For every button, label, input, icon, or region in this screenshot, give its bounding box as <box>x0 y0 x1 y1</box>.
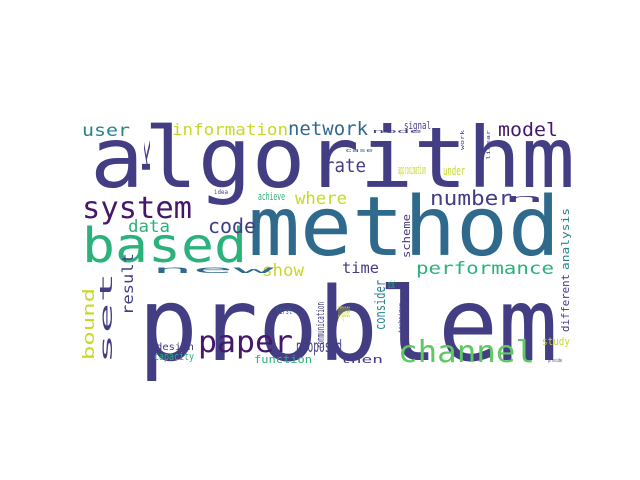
word-provide: communication <box>314 302 327 348</box>
word-linear: work <box>460 130 466 150</box>
word-new: under <box>443 164 465 178</box>
word-capacity: different <box>559 274 572 332</box>
word-result: capacity <box>154 350 194 363</box>
word-scheme: then <box>340 353 383 366</box>
word-show: show <box>262 261 305 281</box>
word-technique: linear <box>486 130 492 160</box>
word-idea: approximation <box>398 163 426 177</box>
word-n: propose <box>338 300 350 322</box>
word-based: based <box>82 218 247 274</box>
word-number: number <box>430 186 512 210</box>
word-problem: problem <box>138 266 558 385</box>
word-system: system <box>82 191 192 226</box>
word-signal: proposed <box>296 337 342 357</box>
word-cloud-area: algorithm method problem based system ch… <box>79 109 575 385</box>
word-time: time <box>342 259 379 277</box>
word-achieve: scheme <box>400 214 413 258</box>
word-user: user <box>82 121 130 141</box>
word-case: achieve <box>258 190 285 203</box>
word-where: where <box>295 189 347 209</box>
word-network: network <box>288 118 369 140</box>
word-propose: bound <box>79 288 98 360</box>
word-method: method <box>248 180 560 275</box>
word-first: signal <box>404 119 431 132</box>
word-work: provide <box>548 358 562 364</box>
word-performance: performance <box>416 259 554 279</box>
word-model: model <box>498 119 558 141</box>
word-data: data <box>128 217 170 237</box>
word-communication: node <box>372 129 422 135</box>
word-set: first <box>276 306 292 317</box>
word-rate: rate <box>324 155 366 177</box>
word-under: consider <box>373 280 389 330</box>
word-information: information <box>172 120 288 139</box>
word-function: analysis <box>559 208 572 270</box>
word-bound: design <box>156 342 194 353</box>
word-study: k <box>140 137 153 177</box>
word-algorithm: algorithm <box>90 109 575 207</box>
word-proposed: set <box>97 272 117 364</box>
word-k: optimal <box>388 278 395 291</box>
word-analysis: case <box>345 148 373 154</box>
word-design: n <box>503 192 545 205</box>
word-paper: paper <box>198 325 293 360</box>
word-then: study <box>542 335 570 348</box>
word-approximation: new <box>152 265 281 276</box>
word-node: idea <box>214 189 228 196</box>
word-consider: function <box>254 353 312 366</box>
word-code: code <box>208 214 256 238</box>
word-channel: channel <box>398 335 535 370</box>
word-different: technique <box>398 303 404 333</box>
word-optimal: result <box>119 253 137 315</box>
